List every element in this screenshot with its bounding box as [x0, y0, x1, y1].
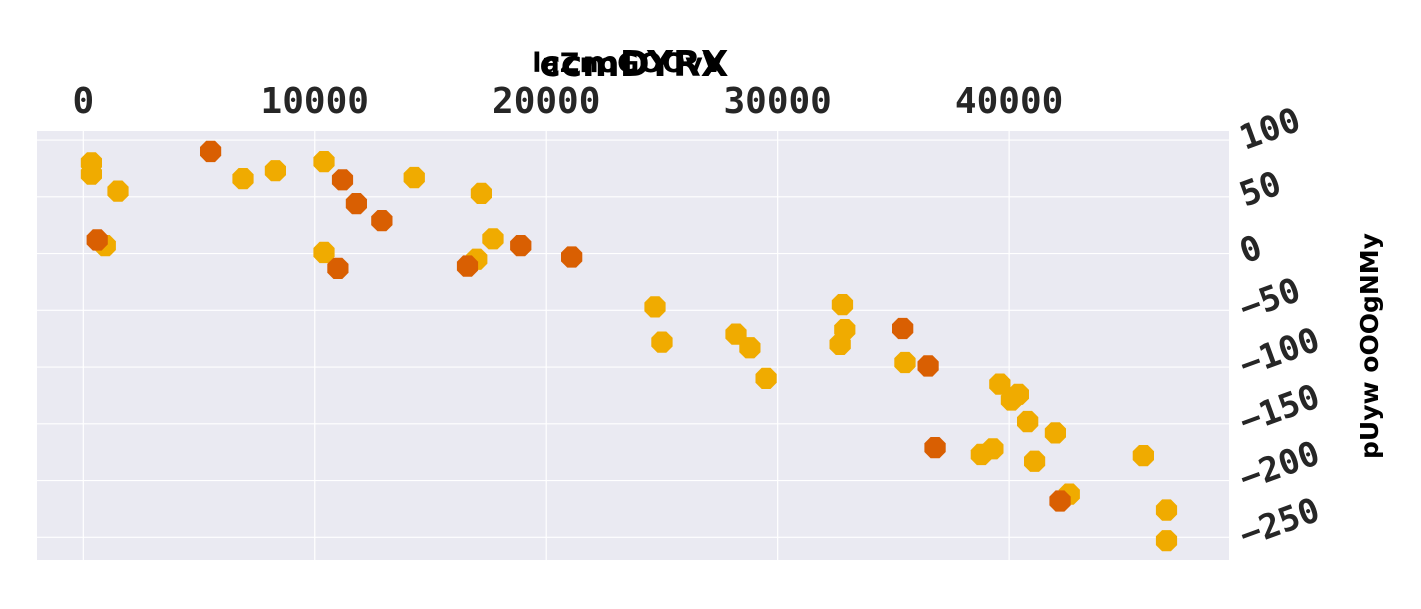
data-point-s0-19	[829, 333, 851, 355]
data-point-s0-14	[725, 323, 747, 345]
y-tick-label-2: 0	[1234, 227, 1267, 272]
data-point-s0-9	[470, 182, 492, 204]
data-point-s0-25	[1044, 422, 1066, 444]
data-point-s1-9	[892, 317, 914, 340]
data-point-s0-21	[989, 373, 1011, 395]
data-point-s1-10	[917, 355, 939, 377]
y-tick-label-7: −250	[1234, 490, 1325, 556]
data-point-s1-12	[1049, 490, 1071, 512]
x-tick-label-2: 20000	[492, 81, 600, 122]
grid-lines	[37, 131, 1229, 560]
data-point-s0-5	[264, 160, 286, 182]
y-tick-label-4: −100	[1234, 320, 1325, 386]
data-point-s0-12	[644, 296, 666, 318]
plot-background	[37, 131, 1229, 560]
data-point-s0-2	[107, 180, 129, 202]
data-point-s0-27	[982, 438, 1004, 460]
data-point-s0-31	[1155, 499, 1178, 521]
data-point-s1-6	[456, 255, 479, 277]
data-point-s0-32	[1155, 530, 1178, 552]
y-tick-label-1: 50	[1234, 164, 1286, 216]
x-tick-labels: 0 10000 20000 30000 40000	[72, 81, 1063, 122]
data-point-s0-6	[313, 151, 335, 173]
data-point-s1-2	[331, 169, 354, 191]
x-tick-label-4: 40000	[955, 81, 1063, 122]
data-point-s1-11	[924, 437, 946, 459]
data-point-s1-7	[510, 235, 532, 257]
data-point-s0-30	[1132, 445, 1154, 467]
data-point-s0-15	[739, 337, 761, 359]
data-point-s1-1	[200, 140, 222, 163]
data-point-s0-7	[313, 241, 335, 264]
data-point-s0-4	[232, 168, 254, 190]
y-tick-label-6: −200	[1234, 433, 1325, 499]
y-axis-label: pUyw oOOgNMy	[1355, 233, 1384, 459]
data-point-s0-28	[1024, 450, 1046, 472]
data-point-s1-8	[561, 246, 583, 268]
chart-title: ccmDYRX	[540, 44, 729, 85]
x-tick-label-0: 0	[72, 81, 94, 122]
data-point-s1-4	[371, 210, 393, 232]
x-tick-label-3: 30000	[723, 81, 831, 122]
data-point-s0-1	[80, 163, 102, 185]
x-tick-label-1: 10000	[261, 81, 369, 122]
data-point-s1-0	[86, 229, 108, 251]
chart-subtitle: laZnoGOOvV	[532, 48, 723, 79]
y-tick-label-0: 100	[1234, 100, 1305, 159]
data-point-s0-8	[403, 166, 425, 189]
data-point-s0-24	[1017, 410, 1039, 433]
data-point-s0-20	[894, 351, 916, 374]
y-tick-label-3: −50	[1234, 270, 1305, 329]
data-point-s0-10	[482, 228, 504, 250]
data-points	[80, 140, 1178, 552]
data-point-s0-13	[651, 331, 673, 353]
data-point-s1-3	[345, 193, 367, 215]
data-point-s1-5	[327, 257, 349, 279]
y-tick-label-5: −150	[1234, 377, 1325, 443]
data-point-s0-16	[755, 367, 777, 389]
data-point-s0-23	[1000, 389, 1023, 411]
data-point-s0-17	[831, 294, 854, 316]
